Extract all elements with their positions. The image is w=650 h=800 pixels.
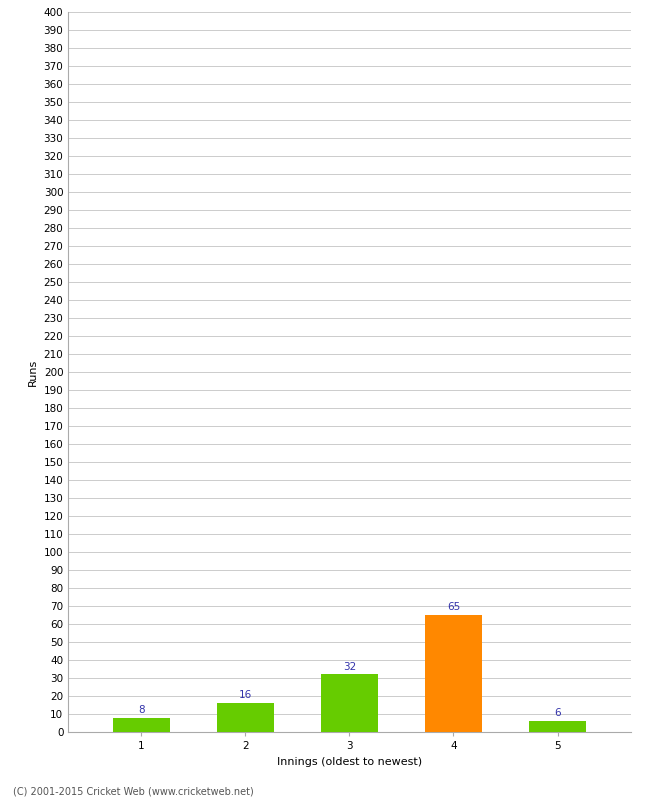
Text: 8: 8 (138, 705, 144, 715)
Bar (425, 615, 482, 732)
Y-axis label: Runs: Runs (28, 358, 38, 386)
Text: 65: 65 (447, 602, 460, 612)
Bar (112, 718, 170, 732)
Bar (320, 674, 378, 732)
Text: (C) 2001-2015 Cricket Web (www.cricketweb.net): (C) 2001-2015 Cricket Web (www.cricketwe… (13, 786, 254, 796)
X-axis label: Innings (oldest to newest): Innings (oldest to newest) (277, 757, 422, 766)
Bar (529, 722, 586, 732)
Bar (216, 703, 274, 732)
Text: 32: 32 (343, 662, 356, 672)
Text: 16: 16 (239, 690, 252, 701)
Text: 6: 6 (554, 709, 561, 718)
